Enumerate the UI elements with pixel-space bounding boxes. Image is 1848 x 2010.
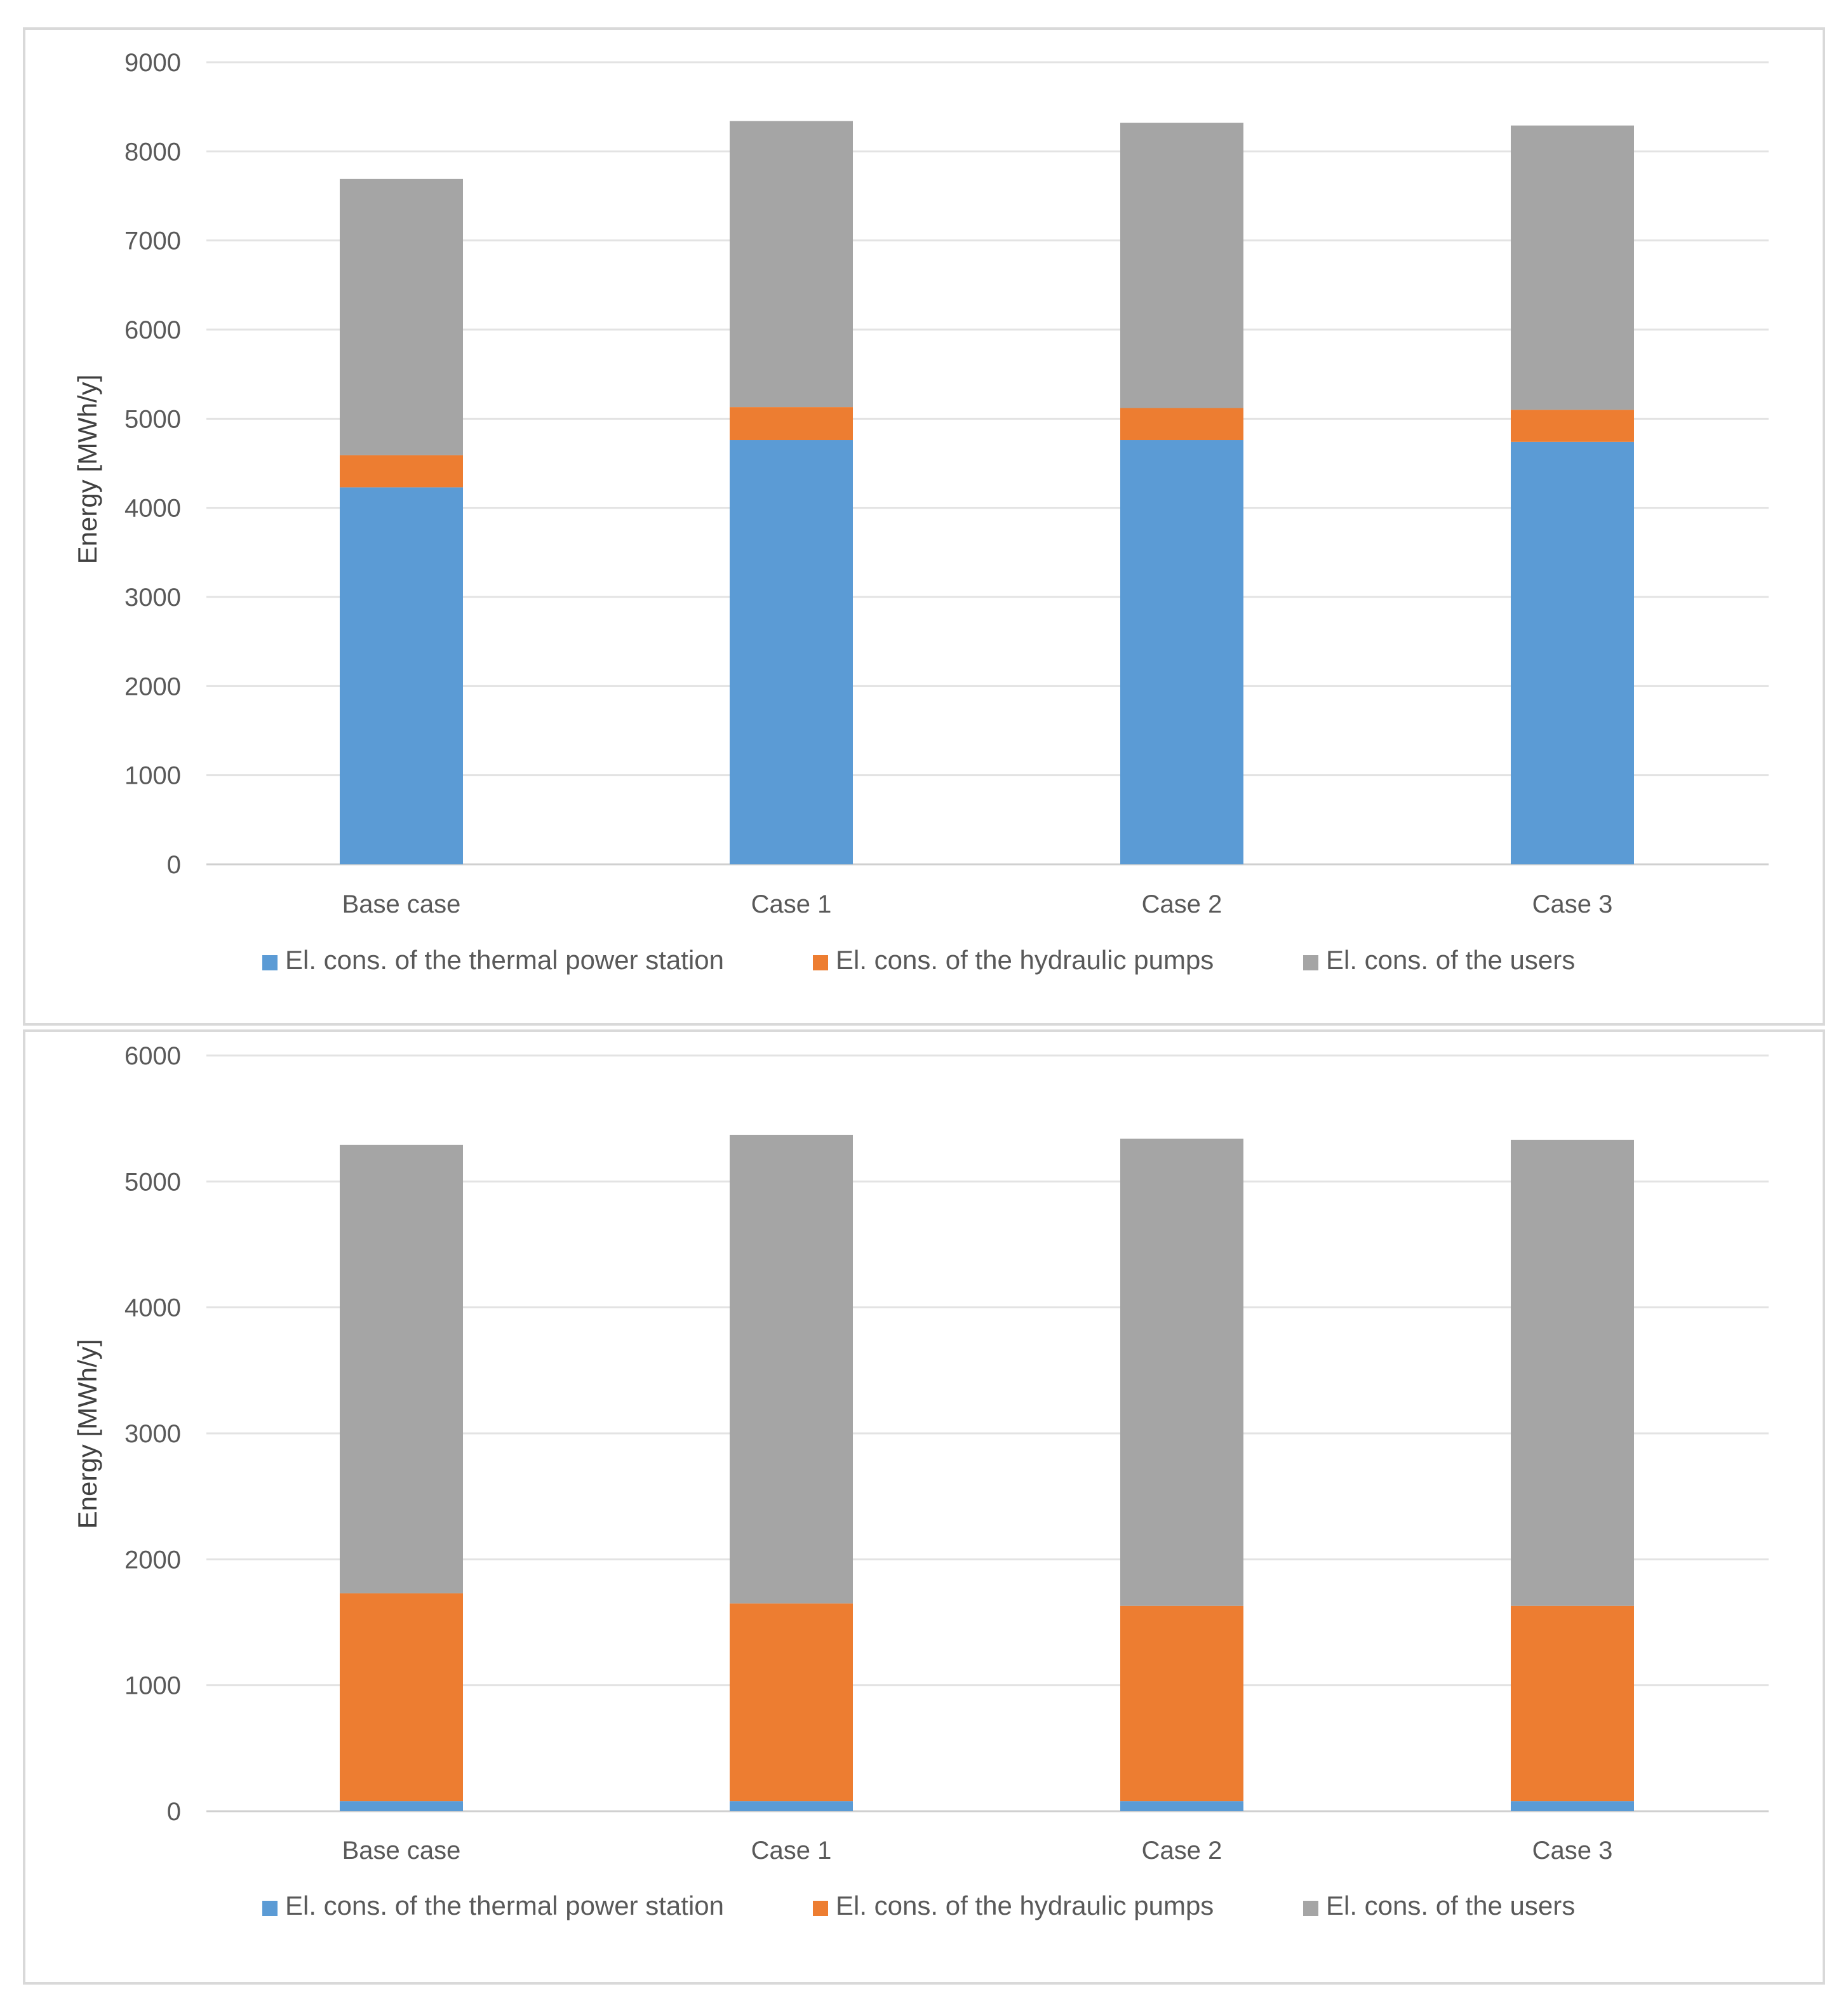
bar-segment bbox=[730, 407, 853, 441]
y-tick-label: 2000 bbox=[124, 673, 181, 700]
legend-label: El. cons. of the users bbox=[1326, 1891, 1575, 1920]
chart-1-y-tick-labels: 0 1000 2000 3000 4000 5000 6000 7000 8000 9000 bbox=[124, 49, 181, 879]
bar-segment bbox=[1120, 123, 1243, 408]
legend-item[interactable]: El. cons. of the thermal power station bbox=[262, 1891, 724, 1920]
chart-1-y-axis-label: Energy [MWh/y] bbox=[72, 375, 102, 565]
y-tick-label: 5000 bbox=[124, 1168, 181, 1196]
chart-2-y-axis-label: Energy [MWh/y] bbox=[72, 1339, 102, 1529]
y-tick-label: 5000 bbox=[124, 405, 181, 433]
y-tick-label: 4000 bbox=[124, 1294, 181, 1322]
legend-swatch bbox=[262, 955, 278, 970]
legend-item[interactable]: El. cons. of the hydraulic pumps bbox=[813, 1891, 1214, 1920]
legend-label: El. cons. of the thermal power station bbox=[285, 945, 724, 975]
chart-1-legend[interactable]: El. cons. of the thermal power station El… bbox=[262, 945, 1575, 975]
bar-segment bbox=[1511, 1605, 1634, 1802]
legend-swatch bbox=[262, 1901, 278, 1916]
x-tick-label: Case 1 bbox=[751, 890, 832, 918]
chart-2-x-tick-labels: Base case Case 1 Case 2 Case 3 bbox=[342, 1837, 1613, 1865]
x-tick-label: Base case bbox=[342, 890, 461, 918]
legend-swatch bbox=[1303, 1901, 1318, 1916]
bar-segment bbox=[730, 1801, 853, 1811]
x-tick-label: Base case bbox=[342, 1837, 461, 1865]
chart-2-legend[interactable]: El. cons. of the thermal power station El… bbox=[262, 1891, 1575, 1920]
x-tick-label: Case 2 bbox=[1142, 1837, 1222, 1865]
legend-item[interactable]: El. cons. of the thermal power station bbox=[262, 945, 724, 975]
bar-segment bbox=[1511, 441, 1634, 864]
bar-segment bbox=[730, 1603, 853, 1802]
legend-label: El. cons. of the thermal power station bbox=[285, 1891, 724, 1920]
bar-segment bbox=[1511, 1801, 1634, 1811]
bar-segment bbox=[1120, 440, 1243, 864]
y-tick-label: 0 bbox=[167, 851, 181, 879]
bar-segment bbox=[1120, 1605, 1243, 1802]
y-tick-label: 3000 bbox=[124, 584, 181, 612]
chart-1-bars bbox=[340, 121, 1634, 864]
bar-segment bbox=[730, 440, 853, 864]
chart-1-gridlines bbox=[206, 61, 1769, 866]
legend-swatch bbox=[813, 955, 828, 970]
legend-item[interactable]: El. cons. of the users bbox=[1303, 945, 1575, 975]
legend-label: El. cons. of the hydraulic pumps bbox=[836, 1891, 1214, 1920]
bar-segment bbox=[340, 455, 463, 488]
bar-segment bbox=[340, 1144, 463, 1593]
bar-segment bbox=[1511, 125, 1634, 410]
bar-segment bbox=[1120, 1138, 1243, 1606]
bar-segment bbox=[1120, 408, 1243, 441]
y-tick-label: 1000 bbox=[124, 1672, 181, 1700]
bar-segment bbox=[730, 121, 853, 408]
legend-label: El. cons. of the hydraulic pumps bbox=[836, 945, 1214, 975]
legend-swatch bbox=[813, 1901, 828, 1916]
y-tick-label: 3000 bbox=[124, 1420, 181, 1448]
chart-2-y-tick-labels: 0 1000 2000 3000 4000 5000 6000 bbox=[124, 1042, 181, 1826]
bar-segment bbox=[340, 1593, 463, 1802]
bar-segment bbox=[1511, 1139, 1634, 1606]
legend-label: El. cons. of the users bbox=[1326, 945, 1575, 975]
y-tick-label: 9000 bbox=[124, 49, 181, 77]
y-tick-label: 1000 bbox=[124, 762, 181, 790]
bar-segment bbox=[1511, 410, 1634, 442]
chart-2-gridlines bbox=[206, 1054, 1769, 1812]
bar-segment bbox=[730, 1134, 853, 1604]
legend-swatch bbox=[1303, 955, 1318, 970]
legend-item[interactable]: El. cons. of the hydraulic pumps bbox=[813, 945, 1214, 975]
chart-1-x-tick-labels: Base case Case 1 Case 2 Case 3 bbox=[342, 890, 1613, 918]
y-tick-label: 2000 bbox=[124, 1546, 181, 1574]
y-tick-label: 6000 bbox=[124, 316, 181, 344]
bar-segment bbox=[340, 1801, 463, 1811]
bar-segment bbox=[340, 178, 463, 455]
y-tick-label: 6000 bbox=[124, 1042, 181, 1070]
bar-segment bbox=[340, 487, 463, 864]
y-tick-label: 4000 bbox=[124, 495, 181, 523]
x-tick-label: Case 3 bbox=[1532, 890, 1613, 918]
chart-2-bars bbox=[340, 1134, 1634, 1811]
x-tick-label: Case 2 bbox=[1142, 890, 1222, 918]
chart-2: 0 1000 2000 3000 4000 5000 6000 Base case Case … bbox=[72, 1042, 1769, 1920]
legend-item[interactable]: El. cons. of the users bbox=[1303, 1891, 1575, 1920]
x-tick-label: Case 1 bbox=[751, 1837, 832, 1865]
y-tick-label: 0 bbox=[167, 1798, 181, 1826]
y-tick-label: 8000 bbox=[124, 138, 181, 166]
chart-1: 0 1000 2000 3000 4000 5000 6000 7000 8000 9000 Ba… bbox=[72, 49, 1769, 975]
x-tick-label: Case 3 bbox=[1532, 1837, 1613, 1865]
bar-segment bbox=[1120, 1801, 1243, 1811]
y-tick-label: 7000 bbox=[124, 227, 181, 255]
